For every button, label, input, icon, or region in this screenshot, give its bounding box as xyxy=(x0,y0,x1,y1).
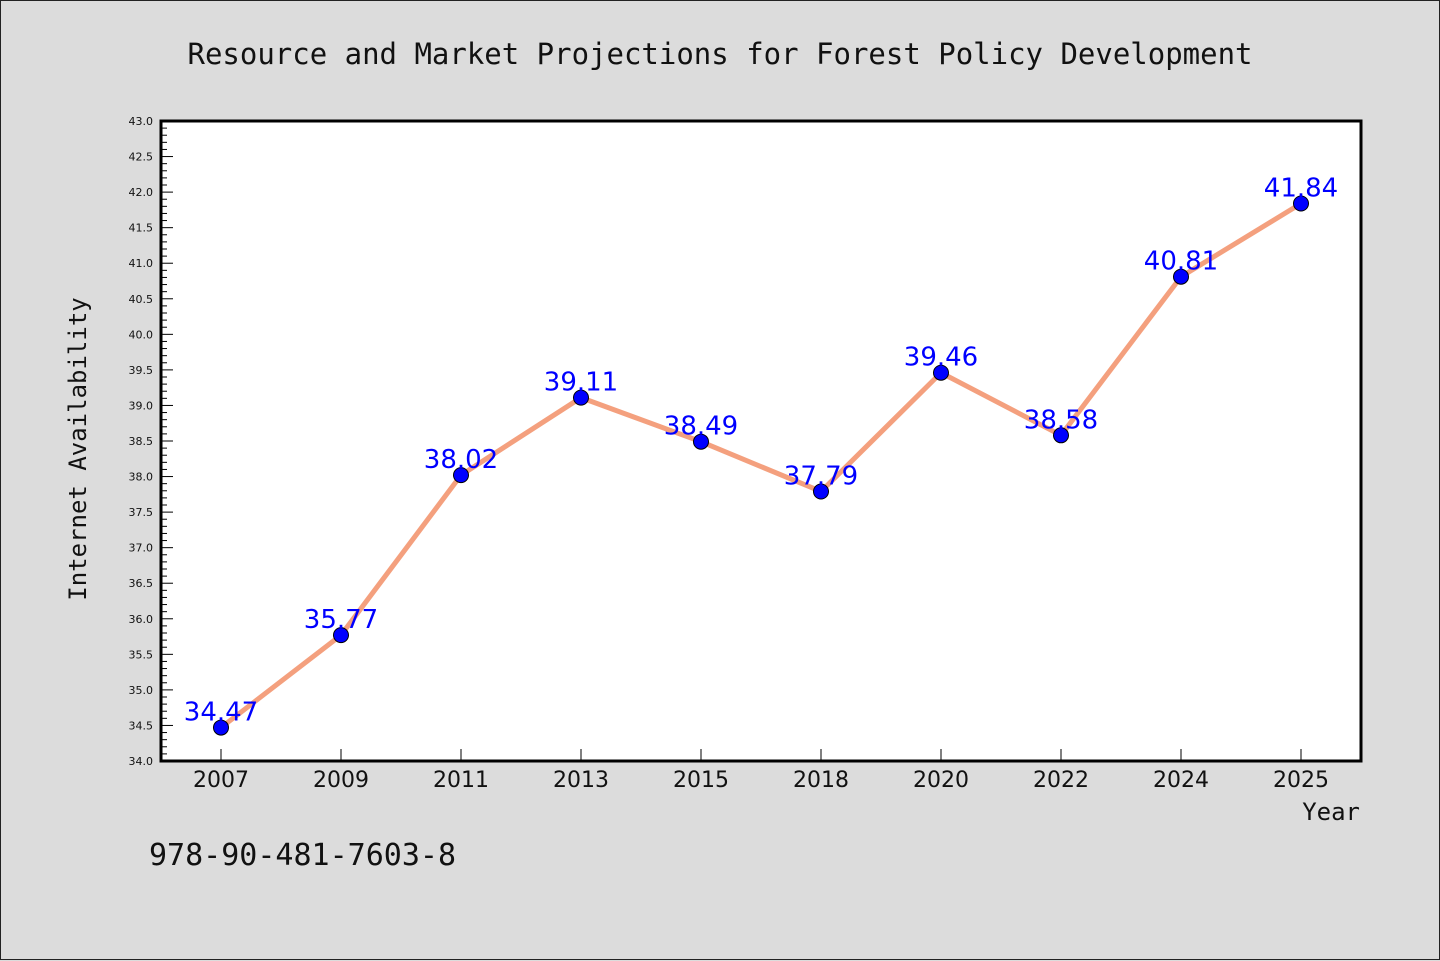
chart-title: Resource and Market Projections for Fore… xyxy=(187,37,1252,71)
data-label: 39.11 xyxy=(544,368,618,398)
x-tick-label: 2009 xyxy=(313,768,369,793)
data-label: 34.47 xyxy=(184,698,258,728)
x-tick-label: 2015 xyxy=(673,768,729,793)
x-axis-label: Year xyxy=(1302,798,1360,826)
series-layer: 34.47 35.77 38.02 39.11 38.49 37.79 39.46 38.58… xyxy=(184,173,1338,736)
x-tick-label: 2018 xyxy=(793,768,849,793)
data-point xyxy=(213,719,229,736)
y-tick-label: 36.5 xyxy=(129,577,154,590)
data-label: 35.77 xyxy=(304,605,378,635)
data-point xyxy=(453,467,469,484)
footnote-isbn: 978-90-481-7603-8 xyxy=(149,838,456,873)
data-label: 38.02 xyxy=(424,445,498,475)
x-tick-label: 2025 xyxy=(1273,768,1329,793)
data-label: 39.46 xyxy=(904,343,978,373)
y-tick-label: 39.5 xyxy=(129,364,154,377)
data-point xyxy=(813,483,829,500)
y-tick-label: 37.5 xyxy=(129,506,154,519)
x-tick-label: 2024 xyxy=(1153,768,1209,793)
y-tick-label: 37.0 xyxy=(129,542,154,555)
x-tick-label: 2007 xyxy=(193,768,249,793)
y-tick-label: 38.0 xyxy=(129,471,154,484)
y-tick-label: 40.5 xyxy=(129,293,154,306)
y-tick-label: 41.5 xyxy=(129,222,154,235)
y-axis: 34.0 34.5 35.0 35.5 36.0 36.5 37.0 37.5 38.0 38.5… xyxy=(129,115,173,768)
y-tick-label: 38.5 xyxy=(129,435,154,448)
data-point xyxy=(933,364,949,381)
y-tick-label: 35.5 xyxy=(129,648,154,661)
y-tick-label: 43.0 xyxy=(129,115,154,128)
y-tick-label: 34.5 xyxy=(129,719,154,732)
y-tick-label: 40.0 xyxy=(129,328,154,341)
data-label: 40.81 xyxy=(1144,247,1218,277)
plot-area xyxy=(159,119,1363,763)
y-tick-label: 35.0 xyxy=(129,684,154,697)
x-tick-label: 2020 xyxy=(913,768,969,793)
data-point xyxy=(333,627,349,644)
y-tick-label: 41.0 xyxy=(129,257,154,270)
data-label: 38.49 xyxy=(664,412,738,442)
data-point xyxy=(1293,195,1309,212)
y-axis-label: Internet Availability xyxy=(64,297,92,600)
y-tick-label: 34.0 xyxy=(129,755,154,768)
x-tick-label: 2011 xyxy=(433,768,489,793)
y-tick-label: 36.0 xyxy=(129,613,154,626)
data-label: 38.58 xyxy=(1024,405,1098,435)
x-axis: 2007 2009 2011 2013 2015 2018 2020 2022 2024 2025 xyxy=(193,749,1329,793)
data-point xyxy=(573,389,589,406)
series-line xyxy=(218,200,1304,731)
y-tick-label: 42.0 xyxy=(129,186,154,199)
y-tick-label: 42.5 xyxy=(129,151,154,164)
x-tick-label: 2022 xyxy=(1033,768,1089,793)
data-point xyxy=(1173,268,1189,285)
data-point xyxy=(693,433,709,450)
data-point xyxy=(1053,427,1069,444)
data-label: 41.84 xyxy=(1264,173,1338,203)
data-label: 37.79 xyxy=(784,461,858,491)
y-tick-label: 39.0 xyxy=(129,399,154,412)
x-tick-label: 2013 xyxy=(553,768,609,793)
